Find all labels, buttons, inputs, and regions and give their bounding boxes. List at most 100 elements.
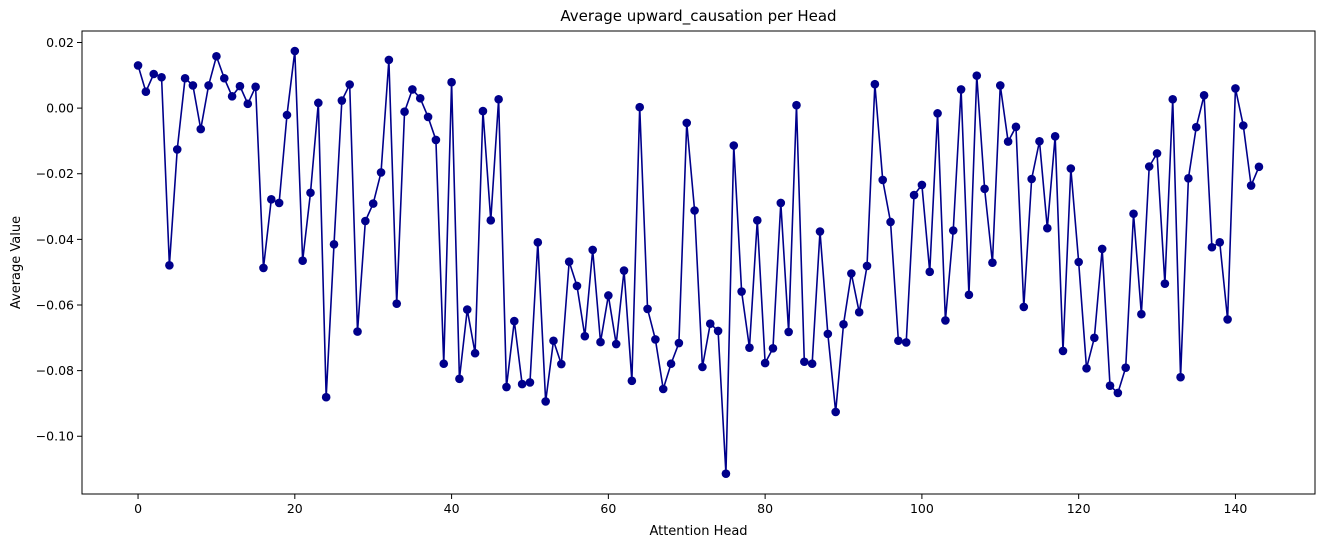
data-point [933, 109, 942, 118]
data-point [870, 79, 880, 89]
data-point [1050, 132, 1060, 141]
data-point [502, 382, 511, 392]
data-point [784, 327, 793, 337]
x-axis-ticks: 0 20 40 60 80 100 120 140 [134, 494, 1247, 516]
x-tick-label: 20 [287, 501, 303, 516]
data-point [901, 338, 911, 347]
data-point [1144, 162, 1154, 171]
data-point [290, 46, 300, 56]
y-tick-label: −0.02 [36, 166, 74, 181]
data-point [188, 81, 198, 90]
data-point [604, 291, 613, 300]
data-point [1238, 121, 1248, 130]
data-point [1027, 174, 1036, 184]
data-point [243, 99, 253, 109]
data-point [1176, 372, 1185, 382]
data-point [321, 392, 331, 402]
series-line [137, 50, 1260, 475]
data-point [400, 107, 409, 117]
data-point [572, 281, 582, 291]
data-point [274, 198, 284, 208]
data-point [1043, 223, 1052, 233]
data-point [690, 206, 699, 215]
data-point [611, 339, 621, 349]
data-point [854, 307, 864, 317]
data-point [862, 261, 872, 271]
data-point [219, 73, 229, 83]
data-point [423, 112, 433, 122]
data-point [251, 82, 260, 92]
data-point [1184, 174, 1193, 183]
data-point [995, 81, 1005, 90]
data-point [149, 69, 159, 79]
x-axis-label: Attention Head [649, 524, 747, 539]
data-point [1137, 309, 1146, 319]
data-point [1199, 91, 1209, 100]
data-point [227, 92, 237, 101]
data-point [674, 338, 684, 348]
y-tick-label: −0.10 [36, 429, 74, 444]
data-point [533, 238, 543, 247]
data-point [415, 93, 425, 103]
data-point [1168, 94, 1178, 104]
data-point [392, 299, 402, 308]
data-point [948, 226, 958, 235]
data-point [721, 469, 731, 478]
data-point [956, 85, 966, 94]
data-point [807, 359, 817, 369]
data-point [439, 359, 449, 369]
data-point [972, 71, 982, 80]
data-point [517, 379, 527, 389]
data-point [698, 362, 707, 372]
data-point [596, 337, 605, 347]
data-point [509, 316, 519, 326]
data-point [541, 397, 550, 406]
data-point [1246, 181, 1256, 190]
data-point [745, 343, 754, 352]
data-point [588, 245, 597, 255]
data-point [823, 329, 833, 339]
data-point [408, 85, 417, 94]
x-tick-label: 120 [1067, 501, 1091, 516]
data-point [580, 331, 590, 341]
data-point [1207, 242, 1217, 252]
data-point [980, 184, 989, 194]
y-tick-label: 0.00 [46, 101, 74, 116]
data-point [267, 195, 276, 204]
data-point [1082, 364, 1091, 373]
data-point [447, 77, 456, 87]
data-point [847, 269, 856, 278]
data-point [564, 257, 574, 266]
data-point [886, 217, 895, 227]
x-tick-label: 80 [757, 501, 773, 516]
data-point [368, 199, 378, 208]
data-point [682, 118, 692, 128]
data-point [705, 319, 715, 329]
data-point [1121, 363, 1130, 372]
data-point [1035, 136, 1044, 146]
data-point [713, 326, 723, 336]
data-point [196, 124, 206, 134]
data-point [1097, 244, 1107, 254]
y-axis-label: Average Value [9, 216, 24, 309]
data-point [314, 98, 323, 108]
y-tick-label: −0.04 [36, 232, 74, 247]
data-point [894, 336, 903, 346]
data-point [306, 188, 315, 198]
chart-title: Average upward_causation per Head [560, 7, 836, 26]
data-point [486, 216, 496, 225]
data-point [658, 384, 668, 394]
data-point [627, 376, 637, 386]
data-point [800, 357, 809, 367]
data-point [729, 141, 739, 150]
data-point [917, 180, 927, 190]
x-tick-label: 40 [444, 501, 460, 516]
data-point [478, 106, 488, 116]
data-point [1191, 122, 1201, 132]
data-point [1058, 346, 1068, 356]
data-point [651, 335, 660, 344]
data-point [165, 260, 174, 270]
data-point [1152, 149, 1162, 158]
data-point [1160, 279, 1170, 288]
